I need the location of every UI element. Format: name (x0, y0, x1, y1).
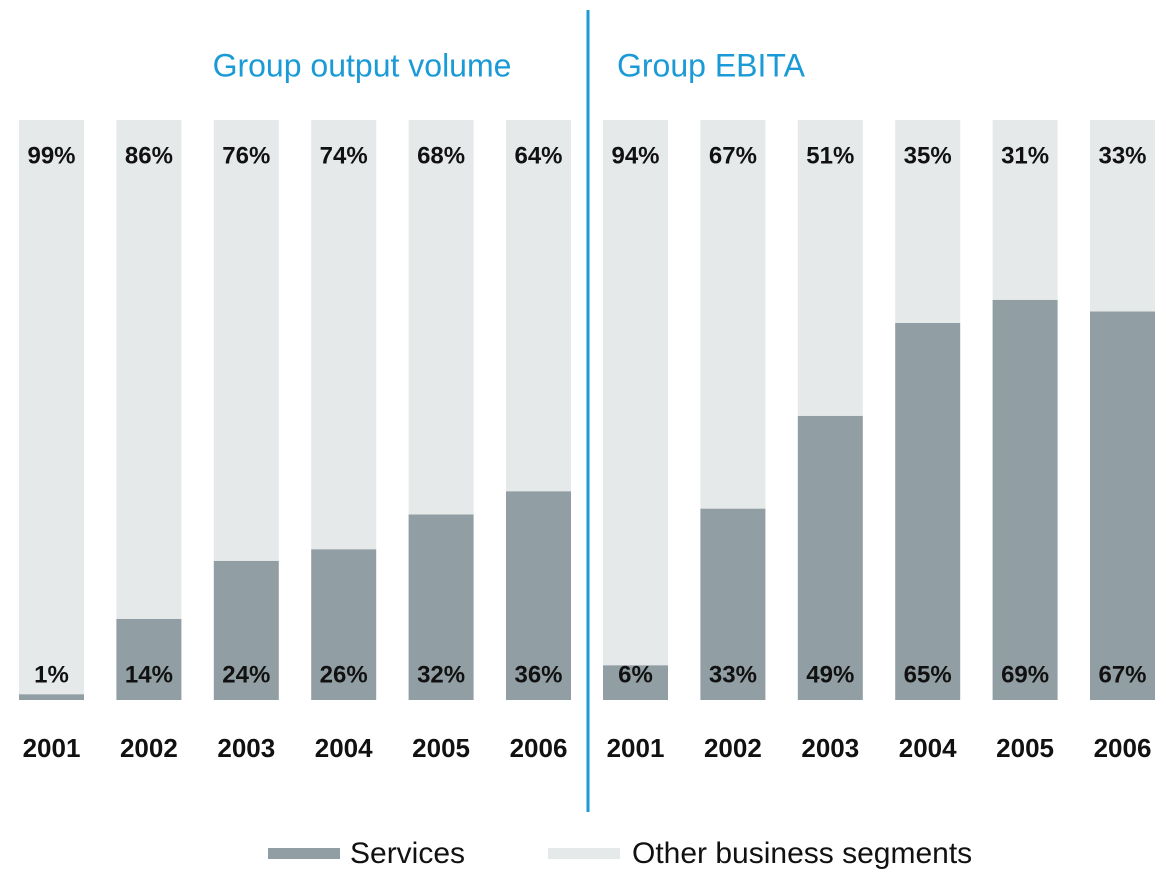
data-label: 49% (806, 661, 854, 688)
bar-segment (603, 120, 668, 666)
x-tick-label: 2002 (704, 733, 762, 763)
bar-segment (1090, 120, 1155, 312)
data-label: 76% (222, 142, 270, 169)
x-tick-label: 2005 (412, 733, 470, 763)
bar-segment (700, 120, 766, 509)
data-label: 31% (1001, 142, 1049, 169)
bar-segment (19, 120, 84, 695)
x-tick-label: 2004 (899, 733, 957, 763)
bar-segment (895, 323, 961, 700)
bar-segment (895, 120, 961, 323)
bar-segment (797, 120, 863, 416)
data-label: 26% (320, 661, 368, 688)
bar-segment (506, 120, 571, 492)
data-label: 64% (514, 142, 562, 169)
data-label: 67% (1098, 661, 1146, 688)
data-label: 69% (1001, 661, 1049, 688)
bar-segment (992, 299, 1058, 700)
data-label: 32% (417, 661, 465, 688)
x-tick-label: 2003 (801, 733, 859, 763)
legend-label: Services (350, 837, 465, 870)
bar-segment (311, 549, 377, 700)
x-tick-label: 2002 (120, 733, 178, 763)
bar-segment (797, 415, 863, 700)
x-tick-label: 2004 (315, 733, 373, 763)
data-label: 1% (34, 661, 69, 688)
data-label: 24% (222, 661, 270, 688)
bar-segment (116, 618, 182, 700)
bar-segment (700, 508, 766, 700)
bar-segment (506, 491, 571, 700)
data-label: 68% (417, 142, 465, 169)
x-tick-label: 2005 (996, 733, 1054, 763)
x-tick-label: 2001 (23, 733, 81, 763)
bar-segment (1090, 311, 1155, 700)
bar-segment (19, 694, 84, 700)
data-label: 99% (27, 142, 75, 169)
chart-title: Group output volume (213, 47, 512, 83)
data-label: 6% (618, 661, 653, 688)
x-tick-label: 2003 (217, 733, 275, 763)
bar-segment (213, 120, 279, 561)
data-label: 33% (1098, 142, 1146, 169)
data-label: 36% (514, 661, 562, 688)
data-label: 67% (709, 142, 757, 169)
bar-segment (311, 120, 377, 550)
x-tick-label: 2006 (510, 733, 568, 763)
legend-swatch (548, 848, 620, 859)
bar-segment (408, 514, 474, 700)
legend-label: Other business segments (632, 837, 972, 870)
x-tick-label: 2006 (1094, 733, 1152, 763)
data-label: 14% (125, 661, 173, 688)
bar-segment (603, 665, 668, 700)
data-label: 65% (904, 661, 952, 688)
data-label: 51% (806, 142, 854, 169)
bar-segment (992, 120, 1058, 300)
bar-segment (213, 560, 279, 700)
data-label: 33% (709, 661, 757, 688)
data-label: 74% (320, 142, 368, 169)
legend-swatch (268, 848, 340, 859)
chart-title: Group EBITA (617, 47, 806, 83)
data-label: 94% (611, 142, 659, 169)
data-label: 86% (125, 142, 173, 169)
x-tick-label: 2001 (607, 733, 665, 763)
bar-segment (408, 120, 474, 515)
data-label: 35% (904, 142, 952, 169)
bar-segment (116, 120, 182, 619)
